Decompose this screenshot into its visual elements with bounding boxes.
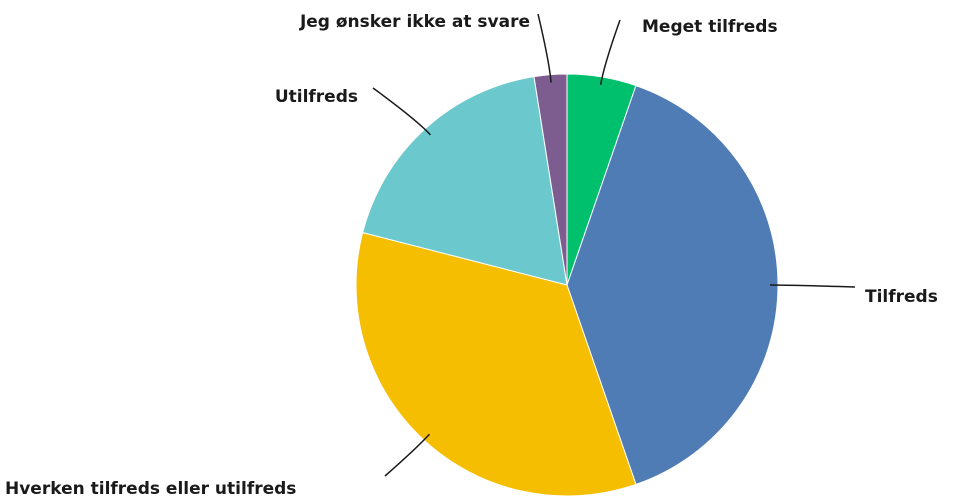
leader-line [372, 87, 431, 136]
slice-label: Meget tilfreds [642, 17, 778, 37]
leader-line [384, 433, 430, 477]
slice-label: Utilfreds [275, 87, 358, 107]
leader-line [769, 284, 856, 288]
leader-line [537, 13, 552, 83]
leader-line [599, 19, 621, 85]
slice-label: Jeg ønsker ikke at svare [299, 12, 530, 32]
slice-label: Hverken tilfreds eller utilfreds [5, 479, 296, 499]
slice-label: Tilfreds [865, 287, 938, 307]
